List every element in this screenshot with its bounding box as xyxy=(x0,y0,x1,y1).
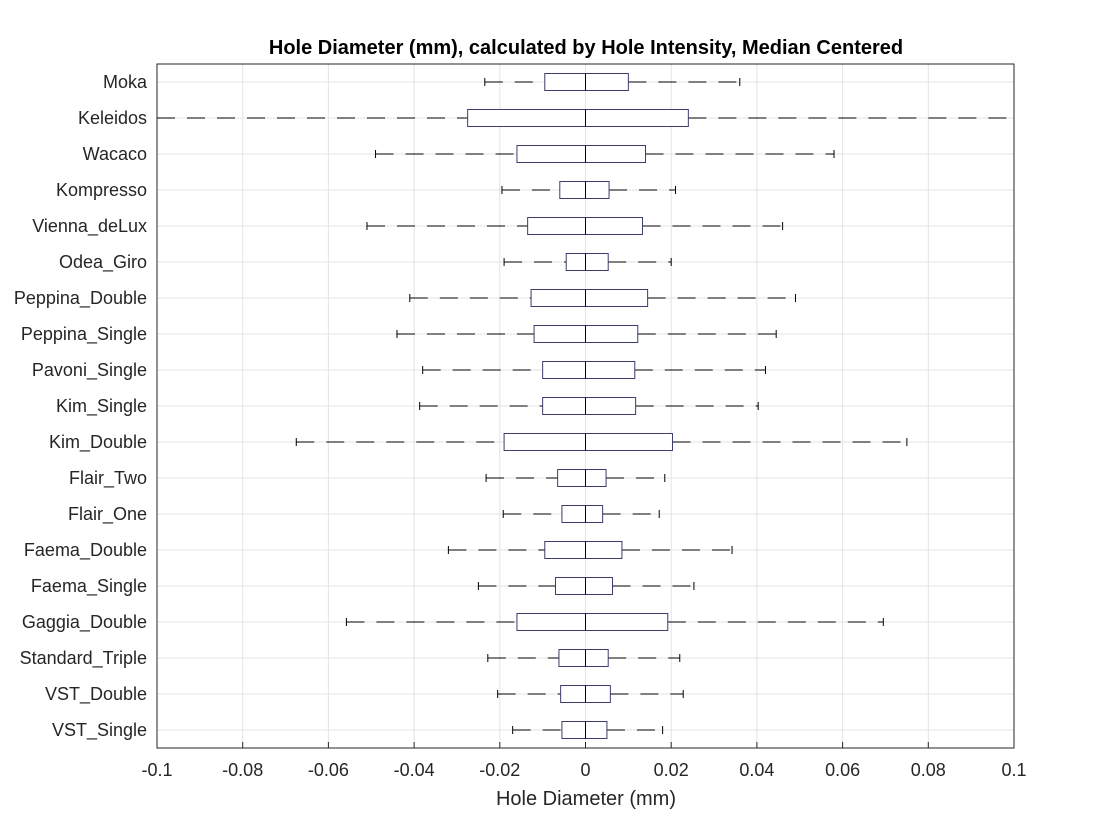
y-tick-label: Pavoni_Single xyxy=(32,360,147,381)
x-tick-label: -0.04 xyxy=(394,760,435,780)
iqr-box xyxy=(530,289,649,307)
x-tick-label: 0.06 xyxy=(825,760,860,780)
box-Moka xyxy=(484,73,741,91)
box-Flair_Two xyxy=(485,469,666,487)
y-tick-label: Flair_One xyxy=(68,504,147,525)
x-tick-label: 0.1 xyxy=(1001,760,1026,780)
box-Faema_Double xyxy=(447,541,733,559)
y-tick-label: Moka xyxy=(103,72,148,92)
y-tick-label: Peppina_Double xyxy=(14,288,147,309)
iqr-box xyxy=(467,109,689,127)
iqr-box xyxy=(561,505,604,523)
x-tick-label: -0.06 xyxy=(308,760,349,780)
y-tick-label: Standard_Triple xyxy=(20,648,147,669)
y-tick-label: Gaggia_Double xyxy=(22,612,147,633)
y-tick-label: Peppina_Single xyxy=(21,324,147,345)
box-layer xyxy=(157,73,1014,739)
x-tick-label: 0.04 xyxy=(739,760,774,780)
x-tick-label: -0.02 xyxy=(479,760,520,780)
x-tick-label: 0.02 xyxy=(654,760,689,780)
box-Kompresso xyxy=(501,181,676,199)
iqr-box xyxy=(561,721,608,739)
box-Keleidos xyxy=(157,109,1014,127)
box-Flair_One xyxy=(502,505,660,523)
y-tick-label: VST_Single xyxy=(52,720,147,741)
x-axis-label: Hole Diameter (mm) xyxy=(496,788,676,810)
box-VST_Single xyxy=(512,721,664,739)
box-Kim_Single xyxy=(419,397,759,415)
y-tick-label: Kim_Double xyxy=(49,432,147,453)
y-tick-label: Odea_Giro xyxy=(59,252,147,273)
box-Vienna_deLux xyxy=(366,217,784,235)
y-tick-label: Wacaco xyxy=(83,144,147,164)
box-Peppina_Double xyxy=(409,289,796,307)
y-tick-label: Flair_Two xyxy=(69,468,147,489)
y-tick-label: Faema_Double xyxy=(24,540,147,561)
box-Pavoni_Single xyxy=(422,361,766,379)
y-tick-label: Kim_Single xyxy=(56,396,147,417)
iqr-box xyxy=(542,361,636,379)
box-Wacaco xyxy=(375,145,835,163)
iqr-box xyxy=(555,577,613,595)
box-Standard_Triple xyxy=(487,649,681,667)
x-tick-label: -0.1 xyxy=(141,760,172,780)
iqr-box xyxy=(559,181,610,199)
y-tick-label: Vienna_deLux xyxy=(32,216,147,237)
y-tick-label: Faema_Single xyxy=(31,576,147,597)
iqr-box xyxy=(544,541,623,559)
box-Peppina_Single xyxy=(396,325,777,343)
box-Odea_Giro xyxy=(503,253,672,271)
iqr-box xyxy=(516,613,669,631)
box-Faema_Single xyxy=(477,577,695,595)
iqr-box xyxy=(542,397,637,415)
iqr-box xyxy=(503,433,673,451)
x-tick-label: 0.08 xyxy=(911,760,946,780)
iqr-box xyxy=(557,469,607,487)
box-VST_Double xyxy=(497,685,684,703)
chart-title: Hole Diameter (mm), calculated by Hole I… xyxy=(269,37,903,59)
iqr-box xyxy=(558,649,609,667)
iqr-box xyxy=(516,145,646,163)
x-tick-label: -0.08 xyxy=(222,760,263,780)
box-Kim_Double xyxy=(295,433,908,451)
x-axis-tick-labels: -0.1 -0.08 -0.06 -0.04 -0.02 0 0.02 0.04 0.06 0.0… xyxy=(141,742,1027,780)
box-Gaggia_Double xyxy=(345,613,884,631)
y-axis-labels: Moka Keleidos Wacaco Kompresso Vienna_deLux O… xyxy=(14,72,148,741)
y-tick-label: VST_Double xyxy=(45,684,147,705)
iqr-box xyxy=(565,253,609,271)
y-tick-label: Keleidos xyxy=(78,108,147,128)
x-tick-label: 0 xyxy=(580,760,590,780)
y-tick-label: Kompresso xyxy=(56,180,147,200)
iqr-box xyxy=(544,73,629,91)
